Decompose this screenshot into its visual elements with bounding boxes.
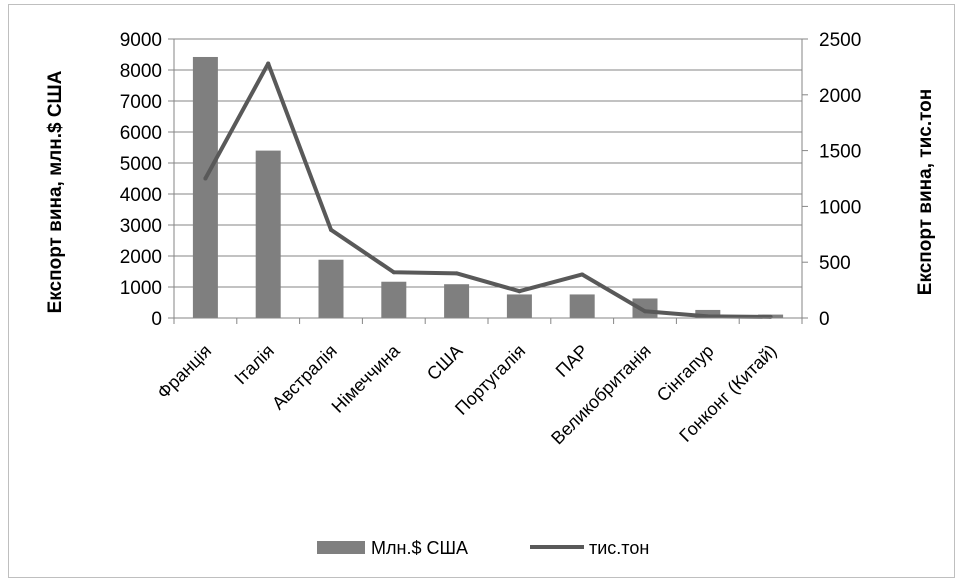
- category-label: Франція: [153, 341, 215, 403]
- line-point: [329, 227, 333, 232]
- y-tick-label: 0: [151, 309, 162, 330]
- bar: [569, 294, 595, 318]
- line-series: [203, 61, 773, 319]
- line-point: [203, 176, 208, 181]
- category-label: США: [423, 341, 466, 384]
- series-line: [203, 61, 771, 319]
- y2-tick-label: 0: [819, 309, 830, 330]
- y-tick-label: 8000: [120, 61, 162, 82]
- line-point: [705, 314, 710, 319]
- y2-tick-label: 1000: [819, 197, 861, 218]
- y-tick-label: 1000: [120, 278, 162, 299]
- bar: [255, 150, 281, 318]
- y2-tick-label: 1500: [819, 142, 861, 163]
- bar-series: [192, 56, 784, 318]
- right-axis-ticks: 0 500 1000 1500 2000 2500: [819, 30, 861, 330]
- y-tick-label: 2000: [120, 247, 162, 268]
- line-point: [517, 289, 522, 294]
- bar: [444, 284, 470, 318]
- y-axis-title: Експорт вина, млн.$ США: [45, 70, 66, 313]
- legend: Млн.$ США тис.тон: [317, 538, 649, 558]
- category-label: Сінгапур: [653, 341, 718, 406]
- legend-line-label: тис.тон: [589, 538, 649, 558]
- legend-bar-swatch: [317, 541, 365, 554]
- y-tick-label: 7000: [120, 92, 162, 113]
- y2-axis-title: Експорт вина, тис.тон: [915, 89, 936, 295]
- y2-tick-label: 500: [819, 253, 851, 274]
- line-point: [454, 271, 459, 276]
- bar: [192, 56, 218, 318]
- left-axis-ticks: 0 1000 2000 3000 4000 5000 6000 7000 8000 9000: [120, 30, 162, 330]
- category-label: ПАР: [552, 341, 592, 381]
- bar: [695, 309, 721, 318]
- bar: [381, 281, 407, 318]
- line-point: [643, 309, 647, 314]
- line-point: [580, 272, 585, 277]
- y-tick-label: 6000: [120, 123, 162, 144]
- y2-tick-label: 2000: [819, 86, 861, 107]
- y-tick-label: 4000: [120, 185, 162, 206]
- combo-chart: 0 1000 2000 3000 4000 5000 6000 7000 8000 9000 0 5…: [45, 30, 936, 558]
- bar: [506, 294, 532, 318]
- line-point: [266, 61, 271, 66]
- y-tick-label: 5000: [120, 154, 162, 175]
- y2-tick-label: 2500: [819, 30, 861, 51]
- line-point: [391, 270, 396, 275]
- chart-frame: 0 1000 2000 3000 4000 5000 6000 7000 8000 9000 0 5…: [8, 4, 955, 578]
- category-label: Італія: [230, 341, 278, 389]
- y-tick-label: 3000: [120, 216, 162, 237]
- y-tick-label: 9000: [120, 30, 162, 51]
- axes: [168, 38, 808, 324]
- legend-bar-label: Млн.$ США: [371, 538, 468, 558]
- category-label: Німеччина: [328, 340, 405, 417]
- bar: [318, 259, 344, 318]
